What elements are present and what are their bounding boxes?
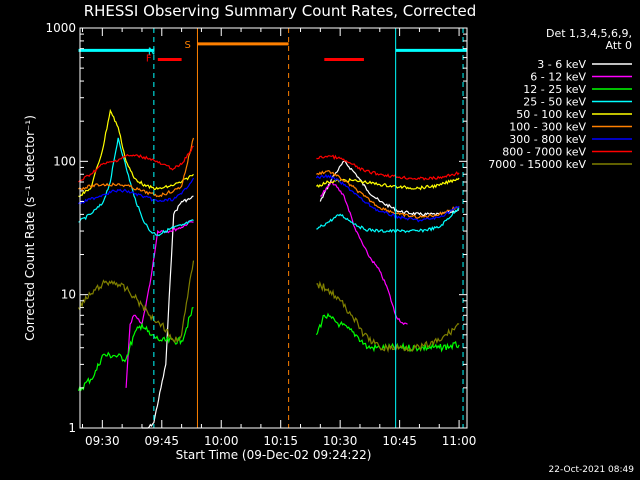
series-line-0-2 (319, 160, 460, 217)
legend-header: Det 1,3,4,5,6,9, (546, 27, 632, 40)
y-tick-label: 1000 (45, 21, 76, 35)
series-line-7-0 (78, 145, 194, 183)
series-line-3-0 (78, 137, 194, 237)
plot-frame (79, 27, 468, 429)
series-line-6-0 (78, 177, 195, 205)
series-line-1-1 (320, 181, 408, 326)
x-tick-label: 10:15 (263, 434, 298, 448)
chart-title: RHESSI Observing Summary Count Rates, Co… (83, 2, 477, 20)
series-line-4-0 (78, 108, 194, 198)
legend-label: 6 - 12 keV (530, 71, 586, 84)
series-line-3-1 (316, 207, 460, 234)
legend-label: 7000 - 15000 keV (488, 158, 586, 171)
legend-header: Att 0 (606, 39, 632, 52)
x-axis-label: Start Time (09-Dec-02 09:24:22) (176, 448, 372, 462)
series-line-5-1 (316, 170, 460, 219)
generated-timestamp: 22-Oct-2021 08:49 (548, 465, 634, 475)
y-axis-label: Corrected Count Rate (s⁻¹ detector⁻¹) (23, 115, 37, 341)
series-line-5-0 (78, 137, 195, 198)
series-line-2-0 (77, 307, 194, 392)
series-line-0-1 (142, 195, 194, 429)
legend-label: 3 - 6 keV (537, 58, 586, 71)
series-line-1-0 (125, 220, 194, 388)
legend-label: 12 - 25 keV (523, 83, 586, 96)
y-tick-label: 1 (68, 421, 76, 435)
x-tick-label: 10:30 (323, 434, 358, 448)
legend-label: 800 - 7000 keV (502, 146, 586, 159)
series-line-6-1 (315, 173, 460, 223)
series-line-4-1 (315, 177, 460, 191)
flag-label-N: N (148, 46, 155, 57)
series-line-2-1 (315, 312, 460, 353)
x-tick-label: 10:45 (382, 434, 417, 448)
series-line-8-0 (78, 260, 195, 344)
flag-label-S: S (184, 40, 190, 51)
y-tick-label: 10 (61, 288, 76, 302)
flag-label-F: F (146, 54, 152, 65)
legend-label: 25 - 50 keV (523, 96, 586, 109)
y-tick-label: 100 (53, 154, 76, 168)
x-tick-label: 11:00 (442, 434, 477, 448)
x-tick-label: 09:30 (85, 434, 120, 448)
series-line-8-1 (316, 280, 460, 353)
x-tick-label: 09:45 (144, 434, 179, 448)
legend-label: 300 - 800 keV (509, 133, 586, 146)
legend-label: 50 - 100 keV (516, 108, 586, 121)
legend-label: 100 - 300 keV (509, 121, 586, 134)
x-tick-label: 10:00 (204, 434, 239, 448)
series-line-7-1 (316, 154, 460, 181)
